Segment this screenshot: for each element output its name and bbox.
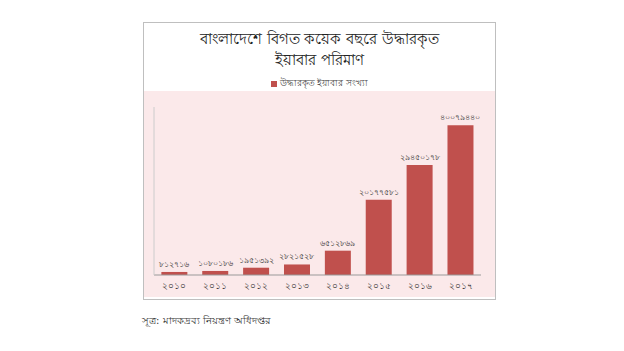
svg-text:১৯৫১৩৯২: ১৯৫১৩৯২ xyxy=(239,256,274,265)
svg-text:২০১৪: ২০১৪ xyxy=(326,281,350,291)
svg-text:২৮২১৫২৮: ২৮২১৫২৮ xyxy=(279,252,315,261)
svg-text:২০১৬: ২০১৬ xyxy=(408,281,432,291)
svg-text:২০১৫: ২০১৫ xyxy=(367,281,391,291)
svg-text:২০১৩: ২০১৩ xyxy=(285,281,309,291)
svg-text:২০১৭৭৫৮১: ২০১৭৭৫৮১ xyxy=(359,188,399,197)
svg-text:২০১১: ২০১১ xyxy=(203,281,227,291)
html-text:সূত্র: মাদকদ্রব্য নিয়ন্ত্রণ অ: সূত্র: মাদকদ্রব্য নিয়ন্ত্রণ অধিদপ্তর xyxy=(142,315,271,326)
html-text:বাংলাদেশে বিগত কয়েক বছরে উদ্ধ: বাংলাদেশে বিগত কয়েক বছরে উদ্ধারকৃত ইয়া… xyxy=(200,30,439,69)
svg-text:১০৮০১৮৬: ১০৮০১৮৬ xyxy=(198,259,233,268)
svg-text:৪০০৭৯৪৪০: ৪০০৭৯৪৪০ xyxy=(440,113,480,122)
html-text:উদ্ধারকৃত ইয়াবার সংখ্যা: উদ্ধারকৃত ইয়াবার সংখ্যা xyxy=(279,78,369,88)
svg-text:২০১০: ২০১০ xyxy=(162,281,186,291)
svg-text:৮১২৭১৬: ৮১২৭১৬ xyxy=(159,260,189,269)
svg-text:২০১২: ২০১২ xyxy=(244,281,268,291)
svg-text:৬৫১২৮৬৯: ৬৫১২৮৬৯ xyxy=(320,239,355,248)
svg-text:২০১৭: ২০১৭ xyxy=(449,281,473,291)
svg-text:২৯৪৫০১৭৮: ২৯৪৫০১৭৮ xyxy=(400,153,441,162)
